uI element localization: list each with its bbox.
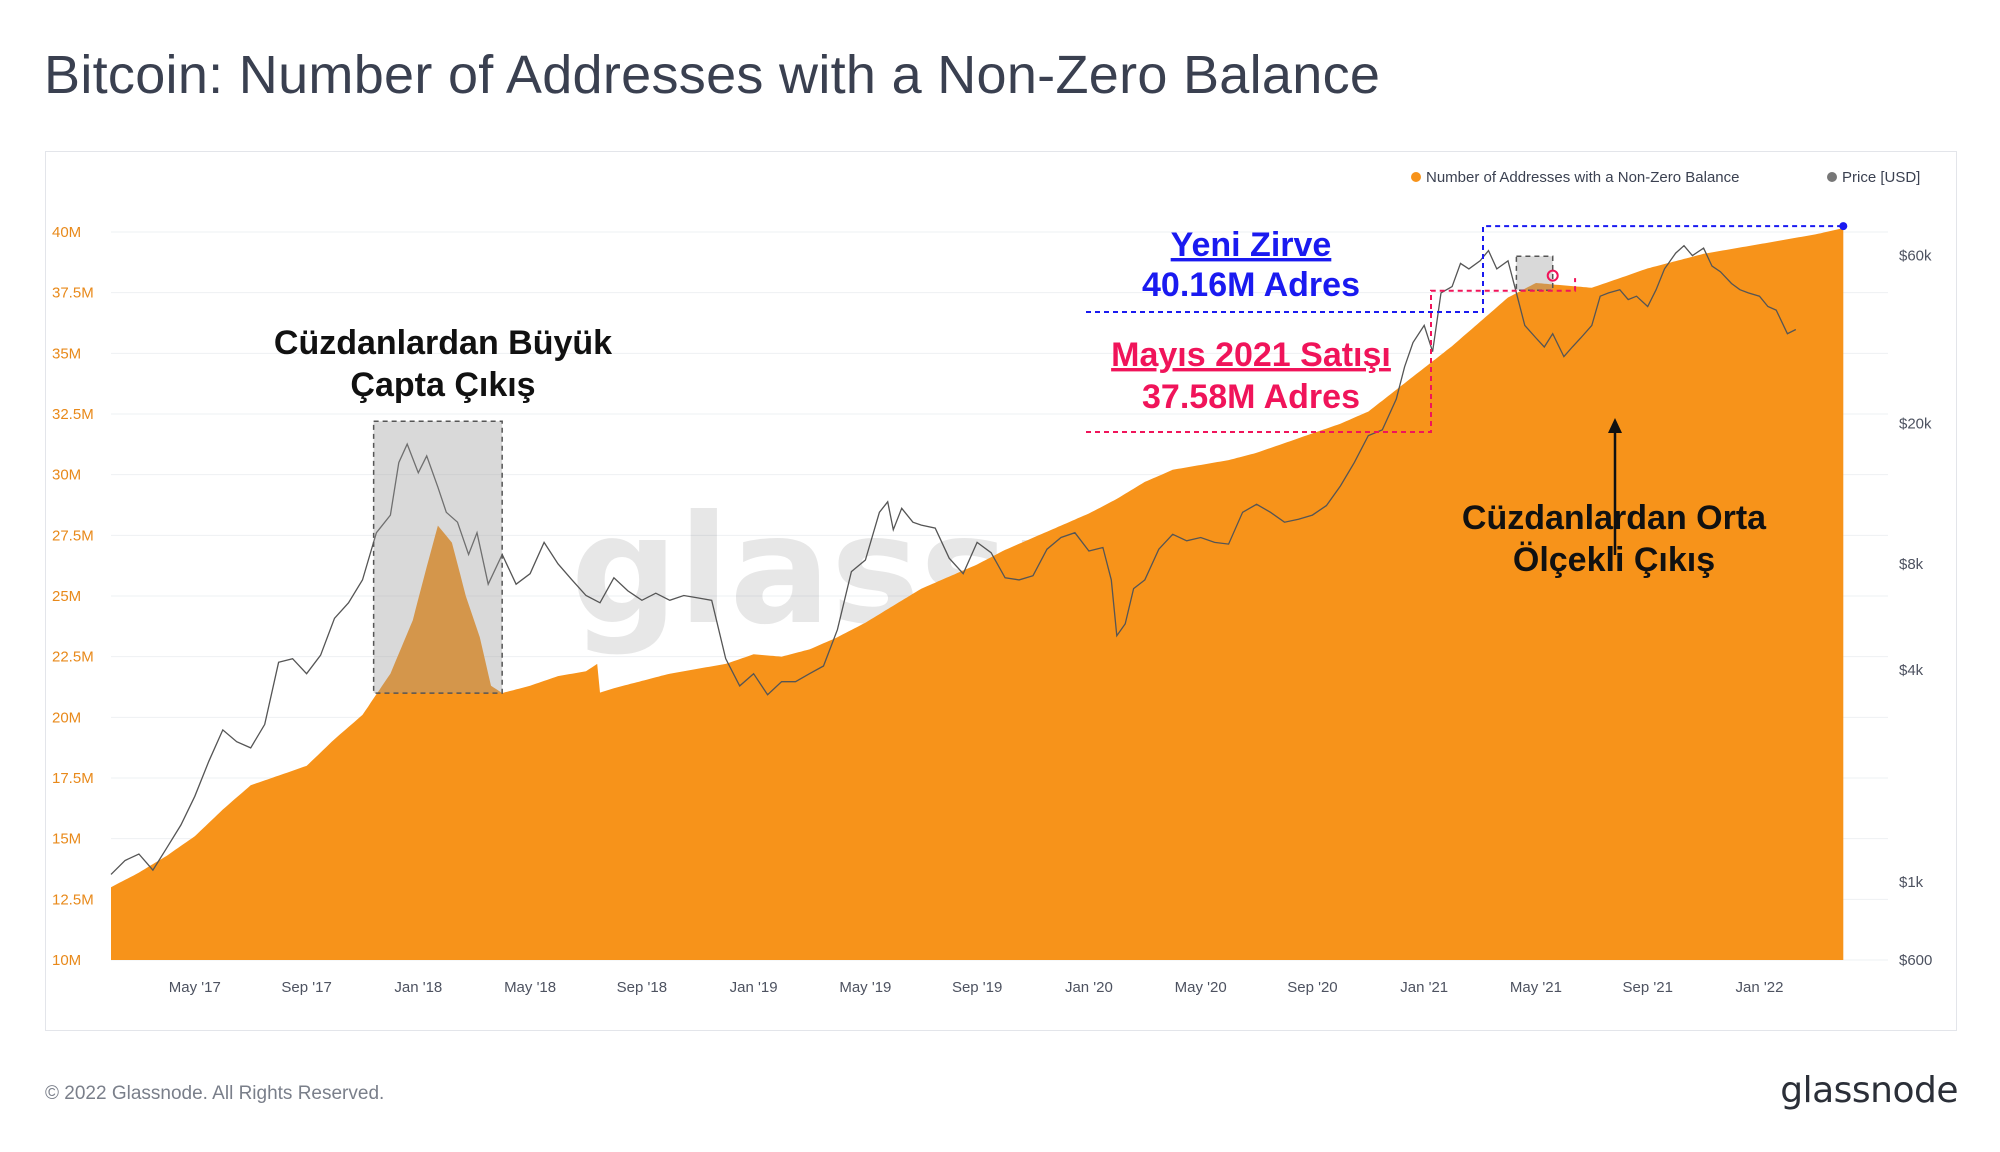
ath-marker xyxy=(1839,222,1848,231)
right-axis-tick-label: $4k xyxy=(1899,662,1924,679)
annotation-may-2021-line2: 37.58M Adres xyxy=(1142,378,1360,416)
left-axis-tick-label: 12.5M xyxy=(52,891,94,908)
legend-price-label: Price [USD] xyxy=(1842,169,1920,186)
left-axis-tick-label: 37.5M xyxy=(52,285,94,302)
may-2021-marker xyxy=(1546,269,1559,282)
left-axis-tick-label: 27.5M xyxy=(52,527,94,544)
annotation-medium-outflow-line1: Cüzdanlardan Orta xyxy=(1462,499,1767,537)
page-title: Bitcoin: Number of Addresses with a Non-… xyxy=(44,45,1381,105)
left-axis-tick-label: 32.5M xyxy=(52,406,94,423)
x-axis-tick-label: May '20 xyxy=(1175,979,1227,996)
right-axis-tick-label: $600 xyxy=(1899,952,1932,969)
left-axis-tick-label: 15M xyxy=(52,831,81,848)
left-axis-tick-label: 40M xyxy=(52,224,81,241)
x-axis-tick-label: Sep '18 xyxy=(617,979,667,996)
price-line xyxy=(110,244,1797,875)
left-axis-tick-label: 22.5M xyxy=(52,649,94,666)
x-axis-tick-label: Sep '21 xyxy=(1623,979,1673,996)
x-axis-tick-label: Jan '22 xyxy=(1736,979,1784,996)
left-axis-tick-label: 20M xyxy=(52,709,81,726)
left-axis-tick-label: 17.5M xyxy=(52,770,94,787)
medium-outflow-arrowhead xyxy=(1608,418,1622,433)
x-axis-tick-label: Sep '20 xyxy=(1287,979,1337,996)
right-axis-tick-label: $20k xyxy=(1899,416,1932,433)
left-axis-tick-label: 30M xyxy=(52,467,81,484)
x-axis-tick-label: Jan '19 xyxy=(730,979,778,996)
annotation-large-outflow-line2: Çapta Çıkış xyxy=(350,366,535,404)
legend-price-swatch xyxy=(1827,172,1837,182)
annotation-new-ath-line2: 40.16M Adres xyxy=(1142,266,1360,304)
may-2021-reference-line xyxy=(1086,278,1577,433)
x-axis-tick-label: Sep '17 xyxy=(281,979,331,996)
left-axis-tick-label: 35M xyxy=(52,345,81,362)
annotation-may-2021-line1: Mayıs 2021 Satışı xyxy=(1111,336,1391,374)
x-axis-tick-label: May '17 xyxy=(169,979,221,996)
legend-addresses-label: Number of Addresses with a Non-Zero Bala… xyxy=(1426,169,1739,186)
right-axis-tick-label: $8k xyxy=(1899,556,1924,573)
x-axis-tick-label: May '19 xyxy=(839,979,891,996)
copyright-text: © 2022 Glassnode. All Rights Reserved. xyxy=(45,1083,385,1104)
ath-reference-line xyxy=(1086,225,1844,313)
x-axis-tick-label: May '18 xyxy=(504,979,556,996)
x-axis-tick-label: May '21 xyxy=(1510,979,1562,996)
left-axis-tick-label: 10M xyxy=(52,952,81,969)
right-axis-tick-label: $1k xyxy=(1899,874,1924,891)
right-axis-tick-label: $60k xyxy=(1899,248,1932,265)
large-outflow-highlight-box xyxy=(372,420,503,694)
chart: glassnode10M12.5M15M17.5M20M22.5M25M27.5… xyxy=(52,169,1932,996)
addresses-area xyxy=(111,228,1844,961)
x-axis-tick-label: Jan '21 xyxy=(1400,979,1448,996)
annotation-large-outflow-line1: Cüzdanlardan Büyük xyxy=(274,324,612,362)
x-axis-tick-label: Jan '20 xyxy=(1065,979,1113,996)
x-axis-tick-label: Jan '18 xyxy=(394,979,442,996)
glassnode-logo: glassnode xyxy=(1780,1070,1958,1111)
left-axis-tick-label: 25M xyxy=(52,588,81,605)
legend-addresses-swatch xyxy=(1411,172,1421,182)
x-axis-tick-label: Sep '19 xyxy=(952,979,1002,996)
medium-outflow-highlight-box xyxy=(1515,255,1554,291)
annotation-medium-outflow-line2: Ölçekli Çıkış xyxy=(1513,541,1715,579)
annotation-new-ath-line1: Yeni Zirve xyxy=(1171,226,1332,264)
chart-container: glassnode10M12.5M15M17.5M20M22.5M25M27.5… xyxy=(45,151,1957,1031)
